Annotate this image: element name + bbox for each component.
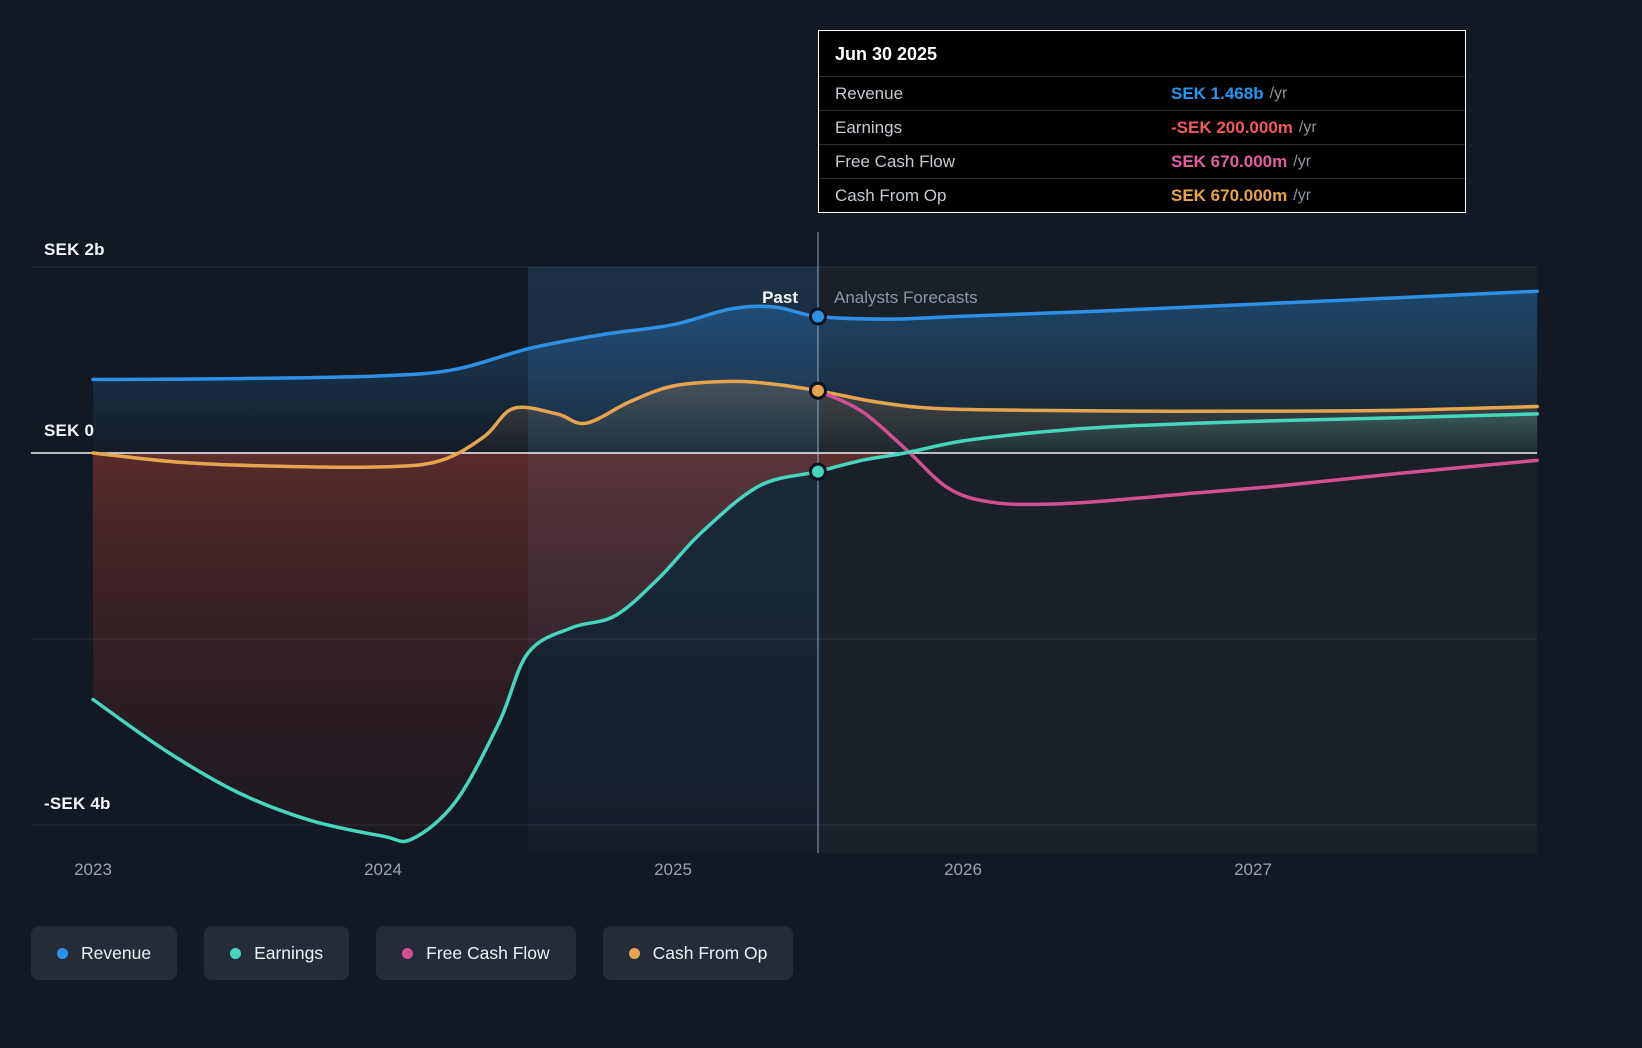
x-axis-label-2027: 2027 — [1234, 860, 1272, 879]
tooltip-row-free-cash-flow: Free Cash Flow SEK 670.000m /yr — [819, 144, 1465, 178]
legend-item-earnings[interactable]: Earnings — [204, 926, 350, 980]
tooltip-label: Revenue — [835, 83, 904, 103]
y-axis-label-0: SEK 0 — [44, 421, 95, 440]
earnings-line[interactable] — [91, 412, 1539, 844]
legend-label: Free Cash Flow — [426, 942, 550, 963]
tooltip-label: Cash From Op — [835, 185, 947, 205]
legend-label: Revenue — [81, 942, 152, 963]
legend-item-revenue[interactable]: Revenue — [31, 926, 178, 980]
cash-from-op-line[interactable] — [91, 379, 1539, 470]
x-axis-label-2026: 2026 — [944, 860, 982, 879]
cash-from-op-marker[interactable] — [809, 381, 827, 400]
y-axis-label-minus4b: -SEK 4b — [44, 794, 111, 813]
revenue-line[interactable] — [91, 289, 1539, 382]
analysts-forecasts-label: Analysts Forecasts — [834, 288, 978, 307]
legend-item-free-cash-flow[interactable]: Free Cash Flow — [376, 926, 576, 980]
tooltip-label: Earnings — [835, 117, 903, 137]
legend-item-cash-from-op[interactable]: Cash From Op — [602, 926, 794, 980]
tooltip-label: Free Cash Flow — [835, 151, 955, 171]
x-axis-label-2025: 2025 — [654, 860, 692, 879]
tooltip-unit: /yr — [1269, 84, 1288, 102]
tooltip-row-cash-from-op: Cash From Op SEK 670.000m /yr — [819, 178, 1465, 212]
free-cash-flow-line[interactable] — [816, 388, 1539, 507]
chart-legend: Revenue Earnings Free Cash Flow Cash Fro… — [31, 926, 794, 980]
revenue-legend-dot-icon — [57, 947, 68, 959]
legend-label: Earnings — [254, 942, 324, 963]
tooltip-row-revenue: Revenue SEK 1.468b /yr — [819, 76, 1465, 110]
cash-from-op-legend-dot-icon — [628, 947, 640, 959]
legend-label: Cash From Op — [652, 942, 768, 963]
past-label: Past — [762, 288, 798, 307]
tooltip-unit: /yr — [1293, 186, 1312, 204]
x-axis-label-2023: 2023 — [74, 860, 112, 879]
earnings-negative-area — [93, 453, 905, 842]
tooltip-unit: /yr — [1298, 118, 1317, 136]
earnings-marker[interactable] — [809, 462, 827, 481]
tooltip-value: SEK 670.000m — [1171, 151, 1288, 171]
hover-tooltip: Jun 30 2025 Revenue SEK 1.468b /yr Earni… — [818, 30, 1466, 213]
earnings-legend-dot-icon — [230, 947, 242, 959]
earnings-positive-area — [905, 413, 1538, 453]
tooltip-value: SEK 1.468b — [1171, 83, 1264, 103]
tooltip-date: Jun 30 2025 — [835, 44, 938, 64]
revenue-marker[interactable] — [809, 307, 827, 326]
tooltip-value: -SEK 200.000m — [1171, 117, 1293, 137]
y-axis-label-2b: SEK 2b — [44, 240, 105, 259]
tooltip-value: SEK 670.000m — [1171, 185, 1288, 205]
x-axis-label-2024: 2024 — [364, 860, 402, 879]
tooltip-unit: /yr — [1293, 152, 1312, 170]
free-cash-flow-legend-dot-icon — [402, 947, 414, 959]
tooltip-row-earnings: Earnings -SEK 200.000m /yr — [819, 110, 1465, 144]
